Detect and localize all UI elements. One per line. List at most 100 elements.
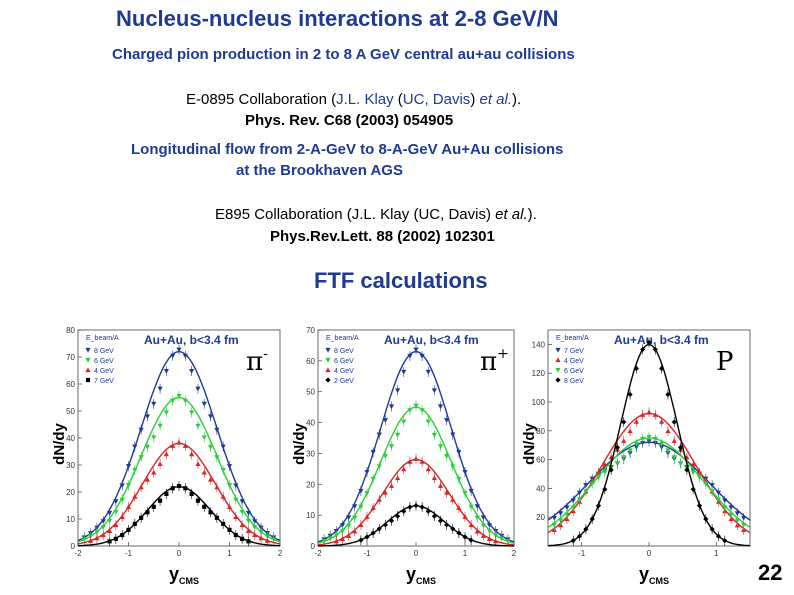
data-point: [401, 369, 407, 375]
data-point: [358, 504, 364, 510]
data-point: [151, 401, 157, 407]
data-point: [376, 464, 382, 470]
y-tick-label: 0: [71, 542, 76, 551]
data-point: [195, 461, 201, 466]
data-point: [214, 427, 220, 433]
data-point: [608, 467, 614, 473]
data-point: [621, 438, 627, 443]
data-point: [474, 504, 480, 509]
data-point: [395, 388, 401, 394]
data-point: [734, 511, 740, 516]
series-6-gev: [547, 431, 751, 530]
data-point: [120, 532, 125, 538]
data-point: [431, 475, 437, 481]
data-point: [437, 404, 444, 410]
data-point: [703, 516, 709, 522]
data-point: [376, 497, 382, 502]
data-point: [401, 419, 407, 425]
x-axis-label: yCMS: [169, 564, 199, 586]
data-point: [715, 497, 722, 503]
citation-1-journal: Phys. Rev. C68 (2003) 054905: [245, 112, 454, 129]
data-point: [239, 522, 245, 528]
legend-marker: [325, 377, 331, 383]
data-point: [327, 536, 333, 542]
panel-title: Au+Au, b<3.4 fm: [614, 333, 709, 347]
data-point: [659, 365, 665, 372]
data-point: [589, 516, 595, 522]
data-point: [176, 483, 182, 489]
data-point: [358, 522, 364, 527]
data-point: [132, 521, 137, 526]
legend-marker: [555, 367, 561, 373]
data-point: [437, 444, 444, 449]
data-point: [382, 454, 388, 459]
data-point: [189, 491, 194, 496]
data-point: [100, 525, 106, 530]
data-point: [182, 353, 188, 359]
data-point: [220, 493, 226, 499]
data-point: [346, 515, 352, 521]
data-point: [696, 475, 703, 481]
data-point: [388, 483, 395, 488]
data-point: [564, 505, 570, 511]
data-point: [401, 508, 407, 514]
data-point: [144, 414, 151, 419]
series-7-gev: [547, 436, 751, 524]
slide-title: Nucleus-nucleus interactions at 2-8 GeV/…: [116, 6, 559, 31]
data-point: [100, 532, 106, 538]
y-tick-label: 60: [306, 357, 315, 366]
y-tick-label: 20: [66, 488, 75, 497]
data-point: [407, 459, 413, 464]
citation-1-pre: E-0895 Collaboration (: [186, 91, 337, 108]
data-point: [646, 409, 652, 415]
data-point: [220, 444, 226, 450]
legend-label: 4 GeV: [94, 368, 114, 375]
data-point: [462, 534, 468, 540]
data-point: [195, 498, 201, 503]
data-point: [339, 536, 346, 541]
data-point: [119, 514, 125, 520]
data-point: [233, 514, 239, 520]
data-point: [413, 502, 419, 509]
y-tick-label: 80: [66, 326, 75, 335]
data-point: [252, 532, 258, 538]
data-point: [493, 538, 499, 544]
data-point: [132, 444, 138, 450]
data-point: [551, 522, 557, 528]
y-tick-label: 80: [536, 427, 545, 436]
legend-label: 6 GeV: [334, 358, 354, 365]
data-point: [233, 483, 239, 489]
data-point: [157, 498, 163, 503]
data-point: [151, 504, 156, 509]
data-point: [201, 469, 207, 475]
ftf-heading: FTF calculations: [314, 268, 488, 293]
data-point: [486, 529, 493, 534]
chart-proton: 20 40 60 80 100 120 140 -1 0 1 dN/dy yCMS Au+Au, b<3…: [521, 329, 751, 586]
data-point: [595, 469, 602, 475]
data-point: [395, 475, 401, 481]
series-6-gev: [77, 391, 281, 545]
data-point: [570, 498, 576, 504]
data-point: [444, 489, 450, 495]
data-point: [151, 469, 157, 475]
data-point: [144, 476, 151, 482]
particle-symbol-main: P: [716, 347, 734, 377]
legend-marker: [325, 347, 331, 353]
data-point: [640, 436, 646, 442]
data-point: [258, 535, 264, 541]
y-axis-label: dN/dy: [51, 423, 68, 465]
series-8-gev: [547, 337, 751, 547]
data-point: [239, 499, 245, 504]
data-point: [176, 347, 182, 353]
data-point: [407, 408, 413, 413]
data-point: [709, 526, 715, 532]
data-point: [370, 450, 376, 455]
data-point: [419, 353, 425, 359]
legend-marker: [555, 377, 561, 383]
data-point: [413, 347, 419, 353]
data-point: [81, 537, 87, 543]
data-point: [376, 432, 382, 438]
legend-label: 2 GeV: [334, 378, 354, 385]
x-tick-label: 1: [714, 549, 719, 558]
data-point: [258, 530, 264, 535]
